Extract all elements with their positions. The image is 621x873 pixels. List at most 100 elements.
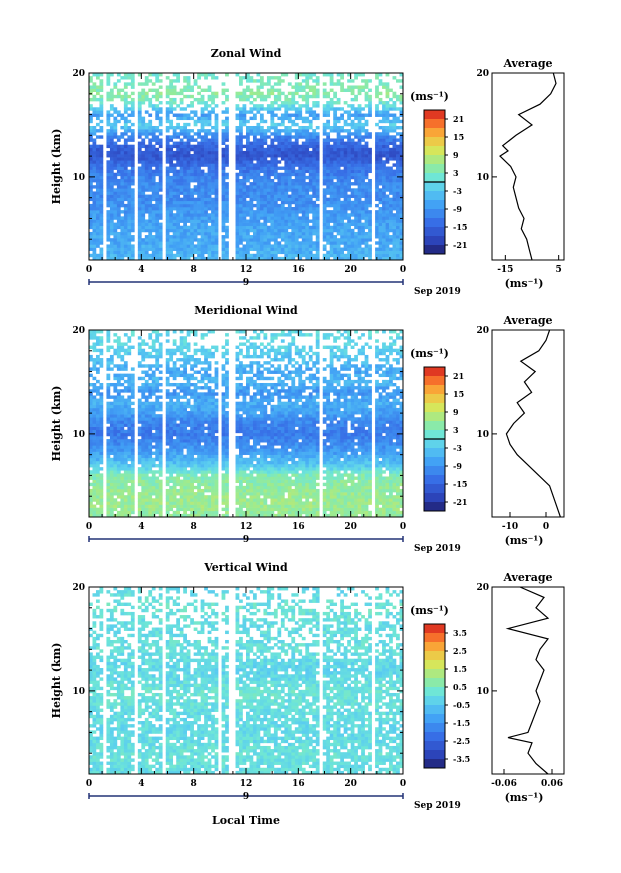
average-title: Average: [502, 57, 552, 70]
colorbar-segment: [424, 394, 445, 404]
average-y-tick-label: 20: [476, 69, 489, 79]
colorbar-segment: [424, 227, 445, 237]
colorbar-segment: [424, 403, 445, 413]
colorbar-tick-label: 2.5: [453, 646, 467, 656]
colorbar-segment: [424, 119, 445, 129]
colorbar-segment: [424, 164, 445, 174]
colorbar-tick-label: 21: [453, 114, 464, 124]
x-tick-label: 0: [400, 265, 406, 275]
colorbar-segment: [424, 714, 445, 724]
average-title: Average: [502, 314, 552, 327]
x-tick-label: 20: [344, 522, 357, 532]
colorbar-segment: [424, 110, 445, 120]
colorbar-segment: [424, 128, 445, 138]
colorbar-segment: [424, 484, 445, 494]
colorbar-tick-label: -9: [453, 461, 462, 471]
colorbar-tick-label: -9: [453, 204, 462, 214]
colorbar-tick-label: 15: [453, 389, 464, 399]
y-tick-label: 20: [72, 69, 85, 79]
colorbar-segment: [424, 376, 445, 386]
x-tick-label: 12: [240, 779, 253, 789]
average-profile-line: [505, 329, 561, 518]
average-frame: [491, 586, 565, 775]
colorbar-segment: [424, 750, 445, 760]
average-profile-line: [505, 586, 550, 775]
colorbar-tick-label: 9: [453, 150, 459, 160]
average-y-tick-label: 10: [476, 430, 489, 440]
average-frame: [491, 329, 565, 518]
x-tick-label: 0: [400, 522, 406, 532]
average-x-tick-label: 0: [543, 522, 549, 532]
colorbar-segment: [424, 466, 445, 476]
x-axis-label: Local Time: [212, 814, 280, 827]
colorbar-segment: [424, 457, 445, 467]
average-y-tick-label: 10: [476, 173, 489, 183]
colorbar-segment: [424, 624, 445, 634]
x-tick-label: 8: [191, 265, 197, 275]
panel-2: Meridional Wind 10 20 Height (km) 0 4 8 12 16 20 0…: [50, 304, 565, 554]
colorbar-segment: [424, 642, 445, 652]
colorbar-segment: [424, 236, 445, 246]
x-tick-label: 0: [86, 522, 92, 532]
x-tick-label: 0: [86, 779, 92, 789]
colorbar-segment: [424, 367, 445, 377]
date-marker: 9: [243, 792, 249, 802]
x-tick-label: 16: [292, 265, 305, 275]
colorbar-tick-label: -0.5: [453, 700, 470, 710]
date-marker: 9: [243, 278, 249, 288]
date-label: Sep 2019: [414, 544, 461, 554]
average-x-tick-label: -10: [502, 522, 518, 532]
colorbar-tick-label: -3.5: [453, 754, 470, 764]
panel-title: Vertical Wind: [203, 561, 288, 574]
colorbar-tick-label: 3.5: [453, 628, 467, 638]
colorbar-tick-label: -3: [453, 186, 462, 196]
colorbar-tick-label: -15: [453, 222, 467, 232]
average-x-tick-label: 0.06: [541, 779, 563, 789]
x-tick-label: 12: [240, 522, 253, 532]
colorbar-segment: [424, 660, 445, 670]
colorbar-segment: [424, 218, 445, 228]
x-tick-label: 12: [240, 265, 253, 275]
colorbar-segment: [424, 696, 445, 706]
colorbar-unit: (ms⁻¹): [410, 90, 449, 103]
y-axis-label: Height (km): [50, 386, 63, 462]
colorbar-segment: [424, 502, 445, 512]
date-marker: 9: [243, 535, 249, 545]
heatmap-field: [89, 330, 404, 518]
x-tick-label: 8: [191, 779, 197, 789]
colorbar-segment: [424, 759, 445, 769]
x-tick-label: 4: [138, 522, 144, 532]
colorbar-segment: [424, 421, 445, 431]
colorbar-segment: [424, 678, 445, 688]
average-x-tick-label: -0.06: [491, 779, 517, 789]
colorbar-segment: [424, 732, 445, 742]
y-tick-label: 20: [72, 583, 85, 593]
colorbar-segment: [424, 493, 445, 503]
colorbar-segment: [424, 209, 445, 219]
colorbar-segment: [424, 633, 445, 643]
date-label: Sep 2019: [414, 287, 461, 297]
x-tick-label: 20: [344, 265, 357, 275]
colorbar-tick-label: -21: [453, 497, 467, 507]
panel-3: Vertical Wind 10 20 Height (km) 0 4 8 12 16 20 0 9 S…: [50, 561, 565, 827]
colorbar-segment: [424, 651, 445, 661]
date-label: Sep 2019: [414, 801, 461, 811]
colorbar-tick-label: -21: [453, 240, 467, 250]
heatmap-field: [89, 587, 404, 775]
x-tick-label: 8: [191, 522, 197, 532]
x-tick-label: 16: [292, 779, 305, 789]
x-tick-label: 0: [86, 265, 92, 275]
y-tick-label: 20: [72, 326, 85, 336]
colorbar-segment: [424, 448, 445, 458]
colorbar-segment: [424, 705, 445, 715]
panel-1: Zonal Wind 10 20 Height (km) 0 4 8 12 16 20 0 9 Sep …: [50, 47, 565, 297]
colorbar-segment: [424, 475, 445, 485]
colorbar-unit: (ms⁻¹): [410, 604, 449, 617]
colorbar-segment: [424, 741, 445, 751]
y-tick-label: 10: [72, 173, 85, 183]
colorbar-segment: [424, 182, 445, 192]
average-x-tick-label: 5: [556, 265, 562, 275]
x-tick-label: 4: [138, 779, 144, 789]
colorbar-tick-label: 1.5: [453, 664, 467, 674]
